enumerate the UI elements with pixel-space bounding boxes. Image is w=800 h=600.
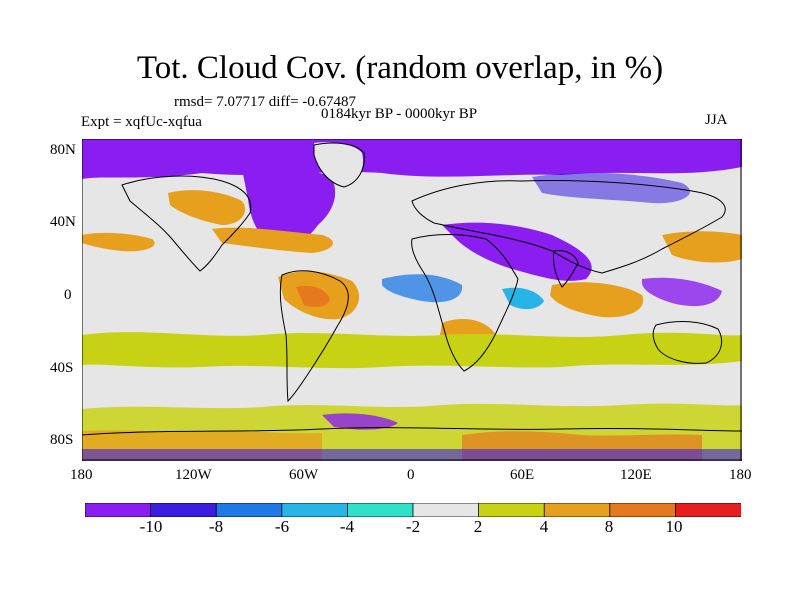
- colorbar: [85, 503, 741, 517]
- colorbar-label: 2: [473, 517, 483, 536]
- amazon-strong-positive-region: [296, 285, 330, 307]
- plot-title: Tot. Cloud Cov. (random overlap, in %): [136, 50, 664, 86]
- greenland-neutral-region: [314, 142, 364, 185]
- lon-label-60w: 60W: [289, 467, 319, 483]
- lat-label-80n: 80N: [50, 142, 76, 158]
- lon-label-180w: 180: [70, 467, 93, 483]
- colorbar-label: 8: [604, 517, 614, 536]
- southern-ocean-positive-band: [82, 332, 742, 369]
- colorbar-label: -2: [405, 517, 421, 536]
- colorbar-swatch: [609, 503, 677, 517]
- arctic-negative-region: [82, 139, 742, 179]
- lon-label-0: 0: [407, 467, 415, 483]
- grid-ticks: [82, 139, 742, 461]
- colorbar-label: 4: [539, 517, 549, 536]
- colorbar-swatch: [150, 503, 218, 517]
- colorbar-label: -8: [208, 517, 224, 536]
- lon-label-60e: 60E: [510, 467, 535, 483]
- maritime-continent-negative-region: [642, 277, 722, 307]
- lat-label-40n: 40N: [50, 214, 76, 230]
- polar-edge-region: [82, 449, 742, 461]
- colorbar-swatch: [346, 503, 414, 517]
- colorbar-label: -4: [339, 517, 355, 536]
- lon-label-120e: 120E: [620, 467, 652, 483]
- colorbar-label: -6: [274, 517, 290, 536]
- stats-text: rmsd= 7.07717 diff= -0.67487: [174, 94, 357, 110]
- lon-label-120w: 120W: [175, 467, 212, 483]
- weddell-negative-region: [322, 413, 398, 430]
- lat-label-80s: 80S: [50, 432, 74, 448]
- pacific-positive-region: [82, 232, 155, 252]
- atlantic-negative-region: [382, 274, 463, 303]
- coastlines: [82, 142, 742, 436]
- colorbar-label: -10: [139, 517, 163, 536]
- lat-label-40s: 40S: [50, 360, 74, 376]
- lat-label-0: 0: [64, 287, 72, 303]
- colorbar-swatch: [85, 503, 152, 517]
- period-text: 0184kyr BP - 0000kyr BP: [321, 106, 478, 122]
- experiment-text: Expt = xqfUc-xqfua: [81, 114, 202, 130]
- colorbar-swatch: [215, 503, 283, 517]
- colorbar-swatch: [412, 503, 480, 517]
- season-text: JJA: [705, 112, 728, 128]
- world-map: [82, 139, 742, 461]
- colorbar-swatch: [543, 503, 611, 517]
- colorbar-swatch: [281, 503, 349, 517]
- lon-label-180e: 180: [729, 467, 752, 483]
- atlantic-positive-region: [212, 227, 333, 253]
- colorbar-swatch: [675, 503, 741, 517]
- n-america-positive-region: [168, 190, 246, 225]
- colorbar-swatch: [478, 503, 546, 517]
- colorbar-label: 10: [665, 517, 683, 536]
- e-africa-negative-region: [502, 287, 544, 310]
- indian-ocean-positive-region: [550, 282, 644, 318]
